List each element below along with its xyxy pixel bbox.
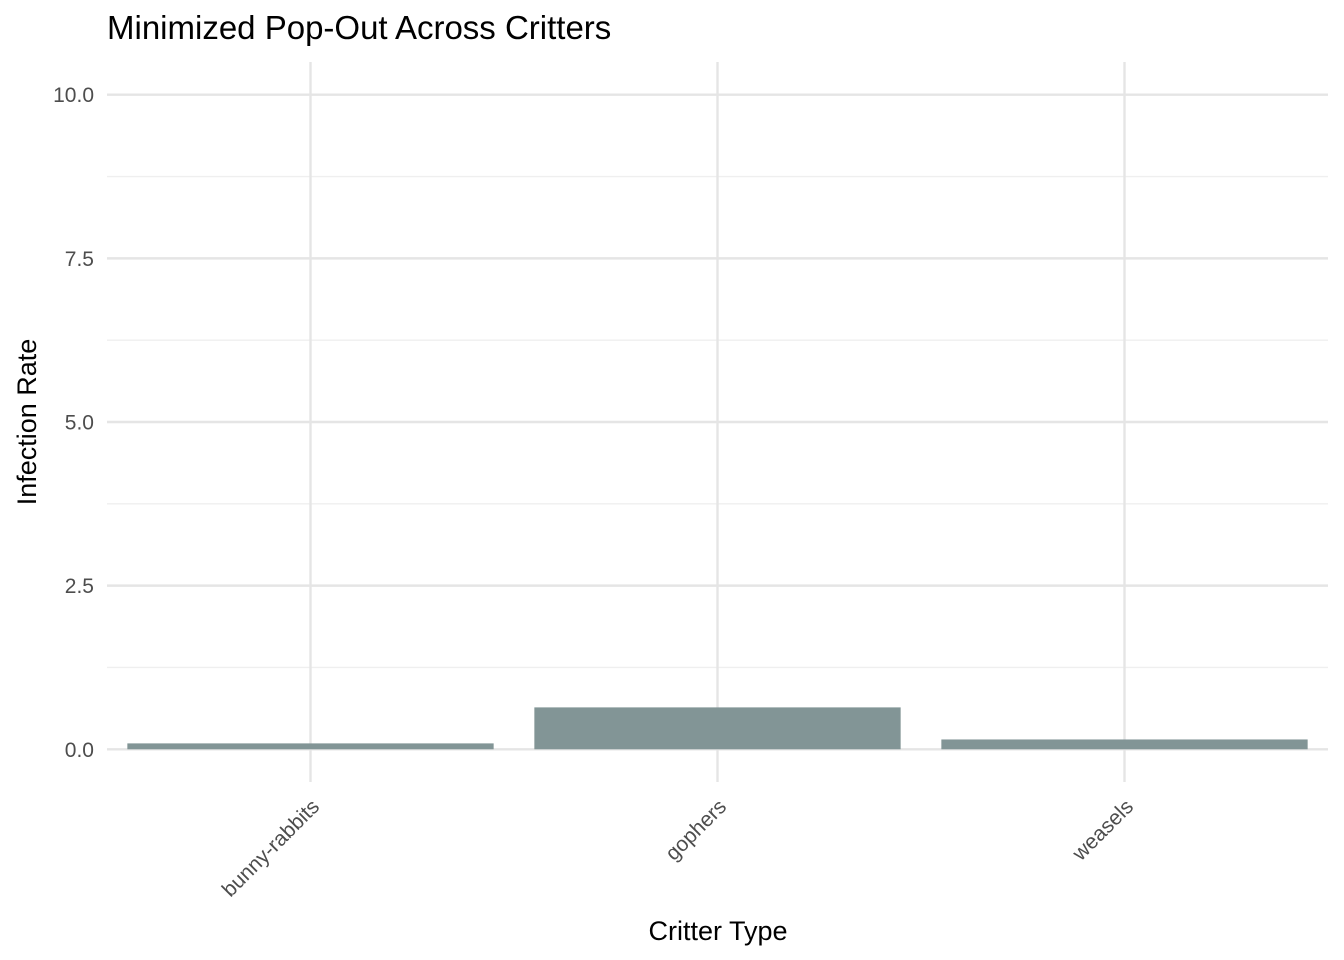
- x-tick-label-weasels: weasels: [1067, 795, 1138, 866]
- y-axis-tick-labels: 0.0 2.5 5.0 7.5 10.0: [53, 84, 94, 762]
- chart-title: Minimized Pop-Out Across Critters: [107, 9, 611, 46]
- x-tick-label-gophers: gophers: [661, 795, 731, 865]
- bars: [127, 707, 1308, 750]
- x-axis-tick-labels: bunny-rabbits gophers weasels: [218, 795, 1138, 901]
- x-tick-label-bunny-rabbits: bunny-rabbits: [218, 795, 324, 901]
- y-tick-label: 5.0: [65, 412, 94, 435]
- bar-bunny-rabbits: [127, 743, 494, 750]
- bar-weasels: [941, 739, 1308, 750]
- y-tick-label: 10.0: [53, 84, 94, 107]
- y-tick-label: 2.5: [65, 575, 94, 598]
- x-axis-title: Critter Type: [648, 916, 787, 946]
- y-tick-label: 7.5: [65, 248, 94, 271]
- y-axis-title: Infection Rate: [12, 339, 42, 506]
- bar-gophers: [534, 707, 901, 750]
- gridlines: [107, 62, 1328, 782]
- y-tick-label: 0.0: [65, 739, 94, 762]
